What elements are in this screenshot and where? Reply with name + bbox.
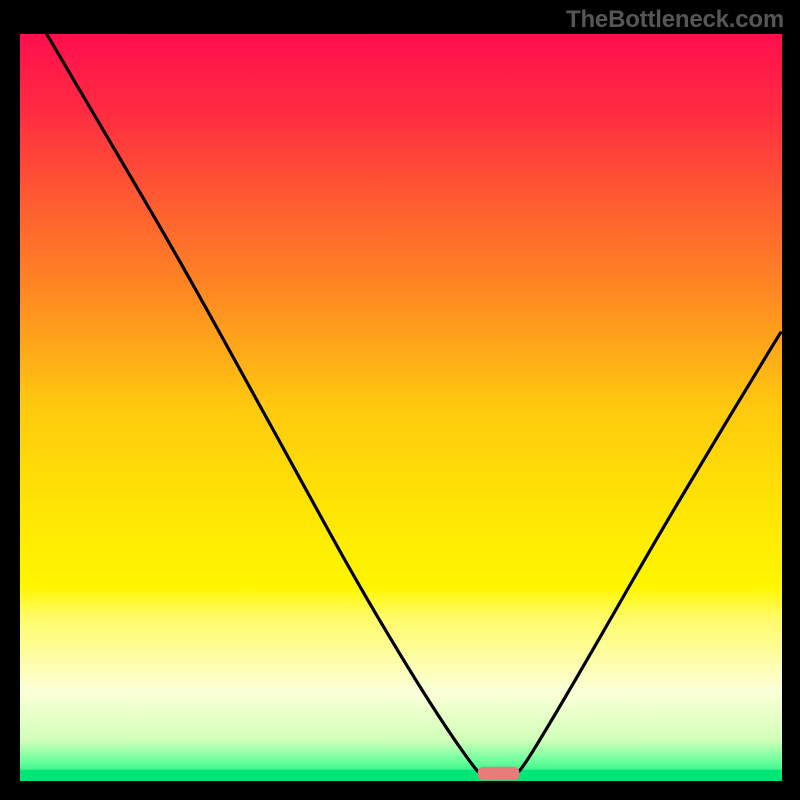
gradient-background [20,34,782,781]
green-baseline-band [20,770,782,781]
chart-frame: TheBottleneck.com [0,0,800,800]
plot-area [20,34,782,781]
optimal-marker [478,767,520,780]
bottleneck-chart-svg [20,34,782,781]
watermark-text: TheBottleneck.com [566,6,784,34]
